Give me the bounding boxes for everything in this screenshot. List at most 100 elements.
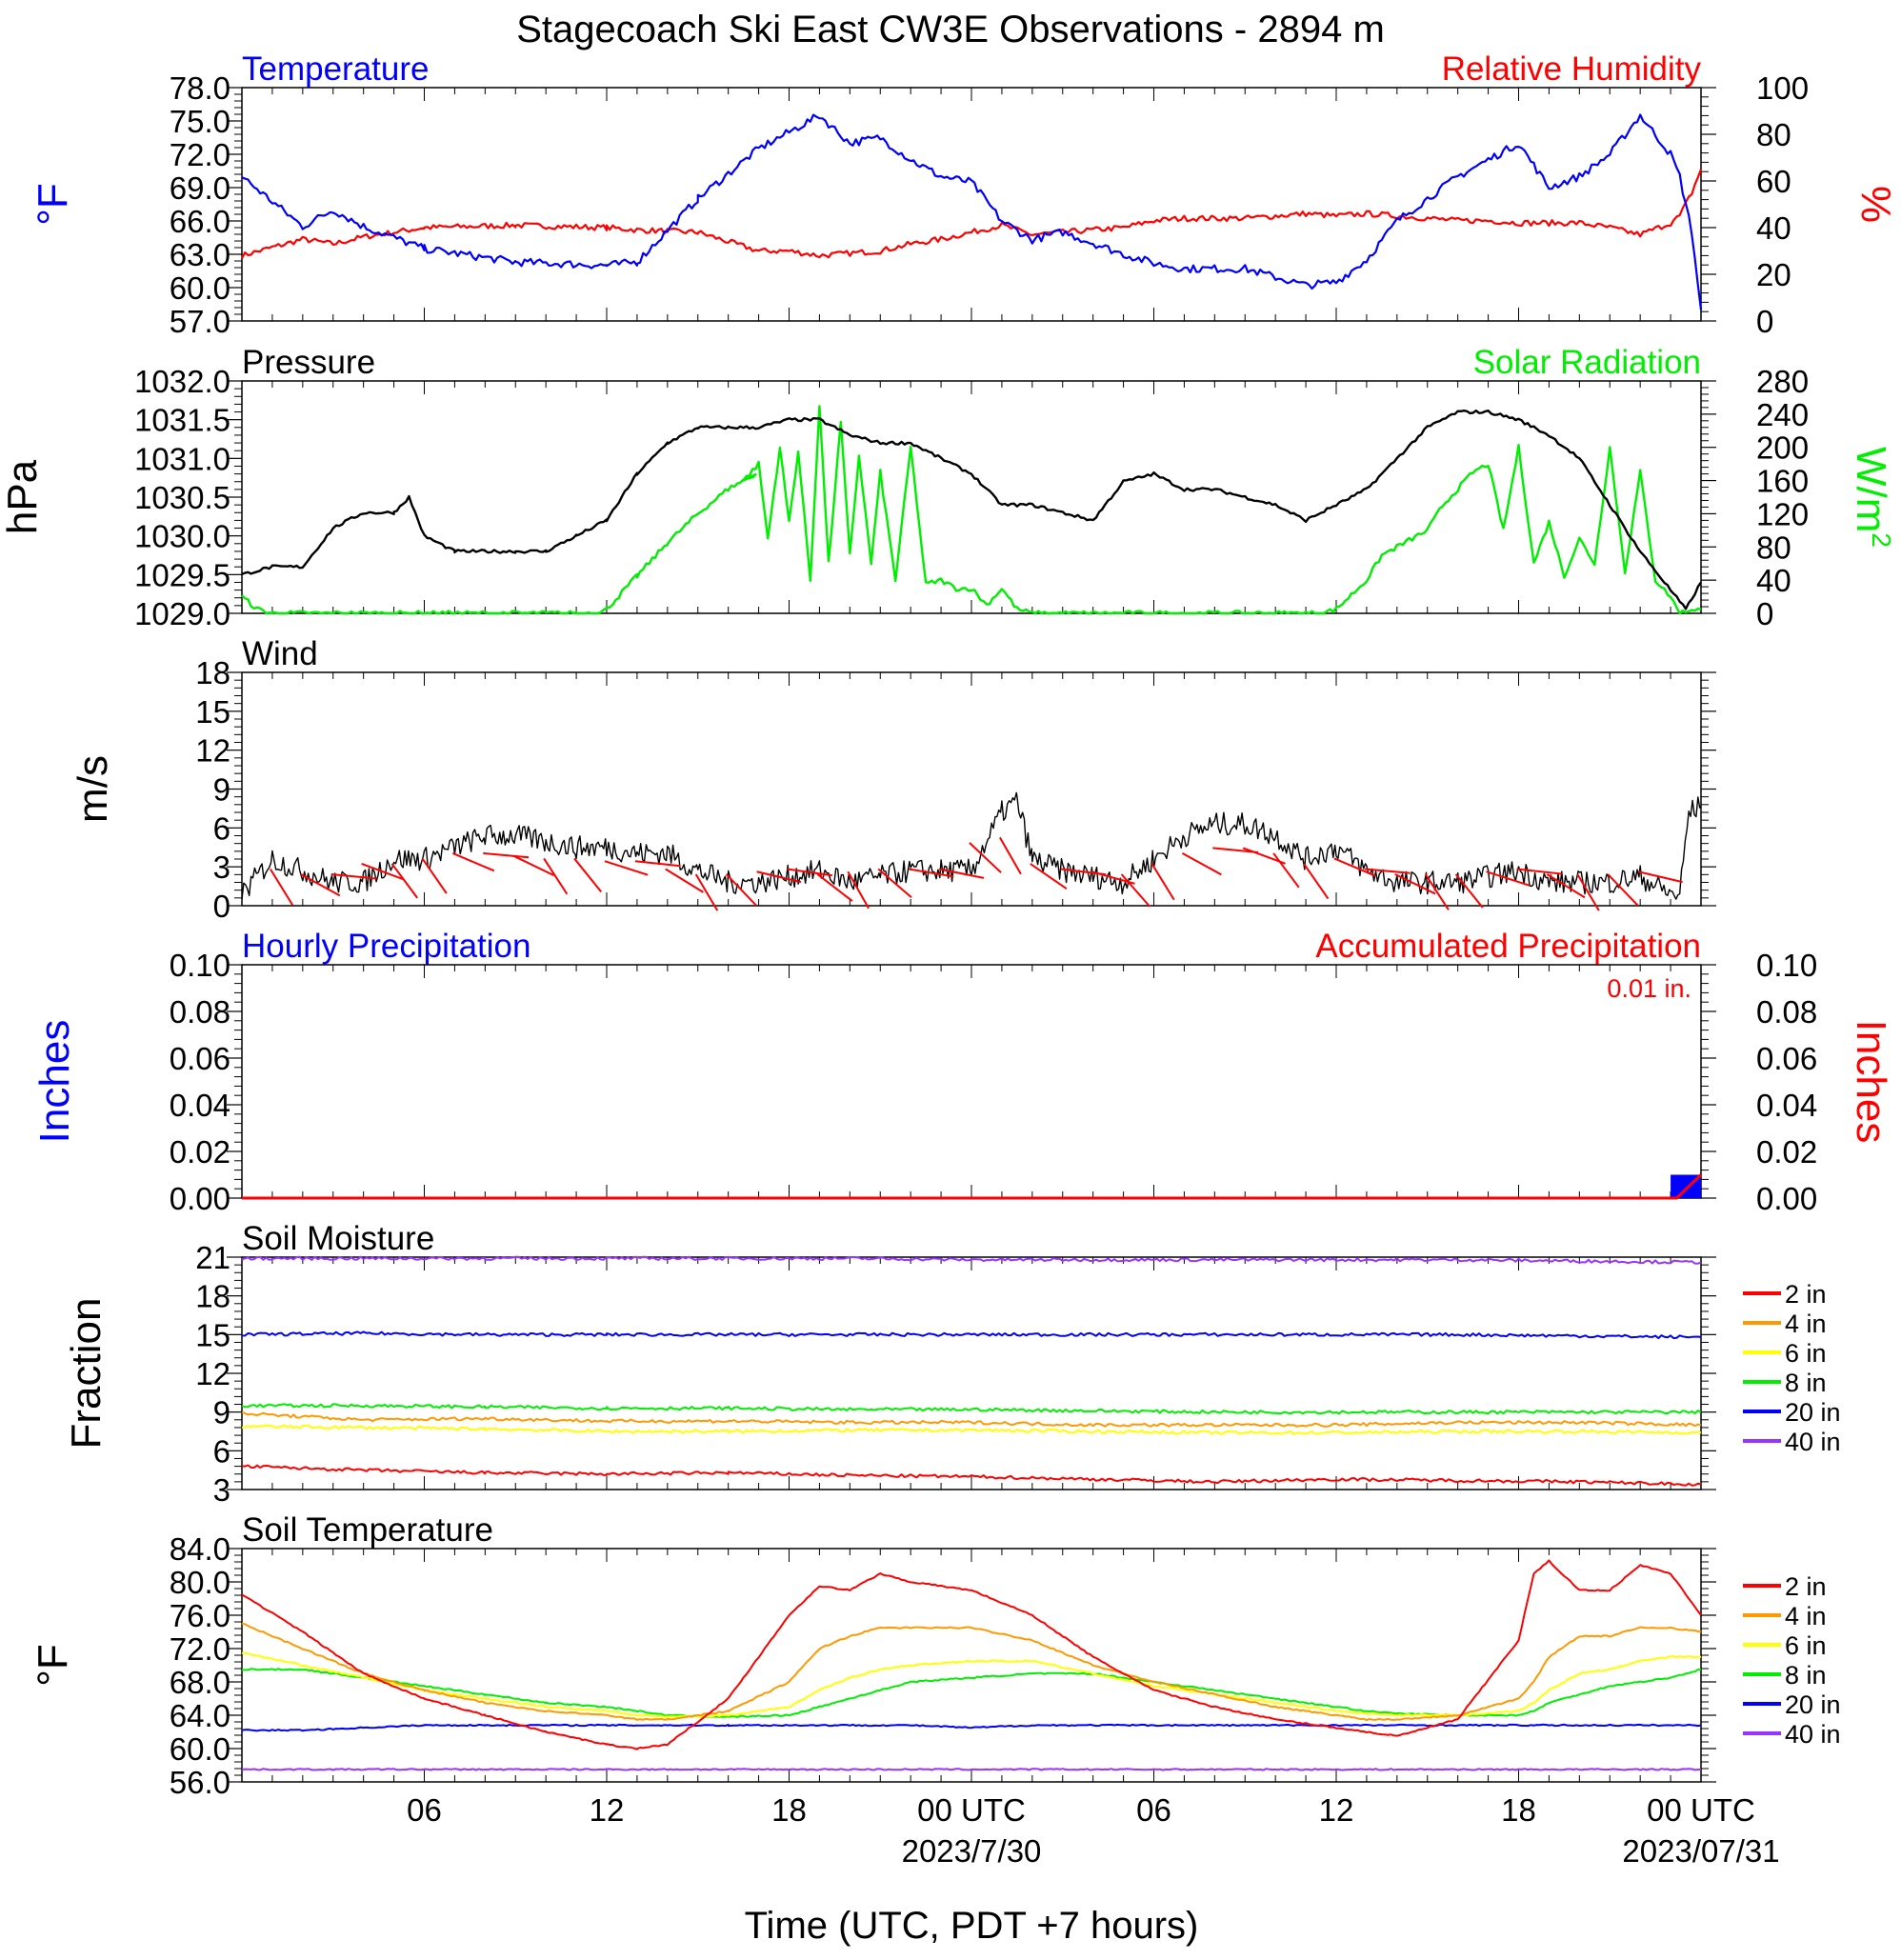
soil-moisture-title: Soil Moisture xyxy=(242,1220,434,1257)
wind-barbs xyxy=(270,836,1683,911)
solar-unit-superscript: 2 xyxy=(1867,532,1896,548)
y-tick-label-right: 40 xyxy=(1756,210,1791,246)
y-tick-label-left: 3 xyxy=(213,850,230,885)
relative-humidity-line xyxy=(241,169,1703,259)
solar-unit: W/m xyxy=(1848,447,1894,532)
wind-barb xyxy=(1120,873,1151,908)
temperature-title: Temperature xyxy=(242,50,429,88)
legend-label: 40 in xyxy=(1785,1720,1841,1749)
wind-barb xyxy=(1364,868,1411,874)
legend-label: 40 in xyxy=(1785,1428,1841,1456)
y-tick-label-right: 0.08 xyxy=(1756,994,1817,1030)
y-tick-label-left: 15 xyxy=(195,1317,230,1352)
solar-radiation-line xyxy=(241,405,1702,615)
wind-barb xyxy=(573,857,602,893)
wind-barb xyxy=(1637,870,1683,884)
y-tick-label-right: 240 xyxy=(1756,397,1809,432)
temperature-axis-label: °F xyxy=(30,183,76,225)
wind-barb xyxy=(451,852,495,872)
legend-label: 20 in xyxy=(1785,1690,1841,1719)
y-tick-label-left: 18 xyxy=(195,1279,230,1314)
y-tick-label-right: 0.02 xyxy=(1756,1134,1817,1170)
y-tick-label-left: 72.0 xyxy=(170,1631,230,1667)
x-tick-label: 18 xyxy=(771,1792,807,1828)
wind-barb xyxy=(908,868,954,878)
wind-barb xyxy=(634,860,681,868)
y-tick-label-left: 68.0 xyxy=(170,1665,230,1700)
series-line-4-in xyxy=(241,1622,1702,1722)
wind-barb xyxy=(1607,873,1639,907)
wind-barb xyxy=(421,857,448,894)
y-tick-label-left: 3 xyxy=(213,1472,230,1508)
x-tick-label: 00 UTC xyxy=(917,1792,1026,1828)
wind-speed-line xyxy=(241,791,1702,900)
chart-title: Stagecoach Ski East CW3E Observations - … xyxy=(516,9,1385,50)
humidity-axis-label: % xyxy=(1852,186,1899,223)
y-tick-label-left: 9 xyxy=(213,772,230,808)
y-tick-label-left: 6 xyxy=(213,1433,230,1469)
plot-frame xyxy=(241,87,1702,322)
y-tick-label-left: 0.00 xyxy=(170,1181,230,1216)
hourly-precip-axis-label: Inches xyxy=(31,1020,78,1144)
y-tick-label-right: 0.10 xyxy=(1756,948,1817,983)
y-tick-label-right: 40 xyxy=(1756,563,1791,598)
temperature-line xyxy=(241,113,1703,310)
wind-barb xyxy=(270,868,294,906)
y-tick-label-right: 0.06 xyxy=(1756,1041,1817,1076)
plot-frame xyxy=(241,1256,1702,1490)
x-tick-label: 06 xyxy=(407,1792,442,1828)
y-tick-label-right: 0.04 xyxy=(1756,1088,1817,1123)
panel-temp_rh: 78.075.072.069.066.063.060.057.0 100 80 60 4… xyxy=(30,50,1899,339)
y-tick-label-right: 80 xyxy=(1756,117,1791,152)
wind-barb xyxy=(1424,873,1450,910)
series-line-8-in xyxy=(241,1668,1702,1718)
y-tick-label-left: 72.0 xyxy=(170,137,230,172)
wind-barb xyxy=(330,872,377,880)
hourly-precipitation-title: Hourly Precipitation xyxy=(242,928,530,965)
y-tick-label-right: 160 xyxy=(1756,464,1809,499)
wind-barb xyxy=(938,868,985,879)
y-tick-label-left: 1030.5 xyxy=(134,480,230,515)
y-tick-label-right: 280 xyxy=(1756,364,1809,399)
wind-barb xyxy=(1486,870,1531,887)
wind-axis-label: m/s xyxy=(70,755,116,823)
solar-radiation-title: Solar Radiation xyxy=(1473,344,1701,381)
wind-barb xyxy=(1030,863,1068,890)
x-tick-label: 12 xyxy=(1319,1792,1354,1828)
y-tick-label-left: 1030.0 xyxy=(134,519,230,554)
panel-soil_temperature: 84.080.076.072.068.064.060.056.0 Soil Tem… xyxy=(30,1511,1841,1800)
y-tick-label-left: 0 xyxy=(213,889,230,924)
y-tick-label-left: 21 xyxy=(195,1240,230,1275)
wind-barb xyxy=(999,836,1022,875)
pressure-line xyxy=(241,410,1702,610)
series-line-40-in xyxy=(241,1255,1702,1265)
y-tick-label-left: 0.08 xyxy=(170,994,230,1030)
legend-label: 4 in xyxy=(1785,1310,1827,1338)
series-line-40-in xyxy=(241,1768,1702,1771)
wind-barb xyxy=(816,873,853,902)
y-tick-label-right: 100 xyxy=(1756,70,1809,106)
y-tick-label-left: 76.0 xyxy=(170,1598,230,1633)
series-line-20-in xyxy=(241,1330,1702,1340)
y-tick-label-left: 12 xyxy=(195,733,230,769)
x-tick-label: 18 xyxy=(1501,1792,1536,1828)
y-tick-label-left: 56.0 xyxy=(170,1765,230,1800)
y-tick-label-left: 12 xyxy=(195,1356,230,1391)
y-tick-label-left: 1031.0 xyxy=(134,441,230,476)
wind-title: Wind xyxy=(242,635,318,672)
y-tick-label-right: 0 xyxy=(1756,304,1773,339)
y-tick-label-left: 9 xyxy=(213,1395,230,1430)
wind-barb xyxy=(877,868,912,898)
solar-axis-label: W/m2 xyxy=(1848,447,1896,548)
soil_temperature-axis-label: °F xyxy=(30,1644,76,1686)
wind-barb xyxy=(1576,873,1600,911)
y-tick-label-right: 200 xyxy=(1756,430,1809,466)
wind-barb xyxy=(543,857,569,895)
series-line-2-in xyxy=(241,1559,1702,1750)
wind-barb xyxy=(1303,863,1330,900)
y-tick-label-left: 0.04 xyxy=(170,1088,230,1123)
accumulated-precipitation-title: Accumulated Precipitation xyxy=(1315,928,1701,965)
